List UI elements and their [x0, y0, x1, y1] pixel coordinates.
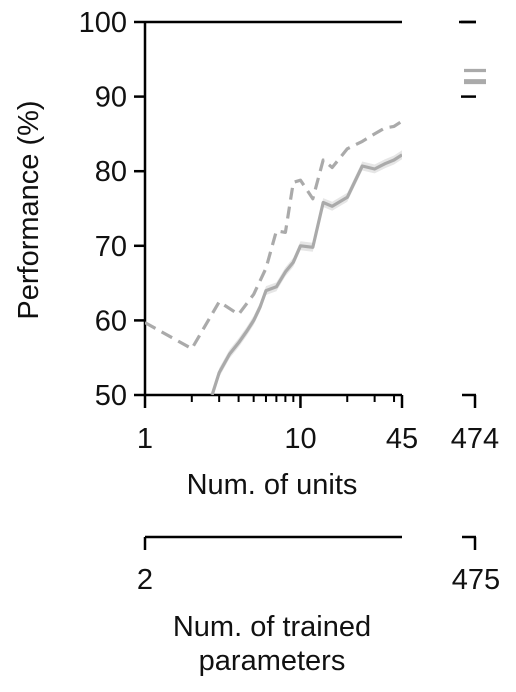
solid-series-line — [210, 153, 402, 395]
x-ticks: 1 10 45 — [137, 395, 418, 455]
y-tick-label: 100 — [79, 7, 127, 39]
x-tick-label: 10 — [284, 423, 316, 455]
x-tick-label: 1 — [137, 423, 153, 455]
y-tick-label: 60 — [95, 305, 127, 337]
param-tick-475: 475 — [452, 564, 500, 596]
param-tick-2: 2 — [137, 564, 153, 596]
y-tick-label: 90 — [95, 82, 127, 114]
param-axis-label-line2: parameters — [199, 645, 346, 677]
x-axis-label: Num. of units — [187, 469, 358, 501]
x-tick-label: 45 — [386, 423, 418, 455]
y-tick-label: 80 — [95, 156, 127, 188]
y-ticks: 50 60 70 80 90 100 — [79, 7, 476, 412]
y-axis-label: Performance (%) — [13, 100, 45, 319]
y-tick-label: 50 — [95, 380, 127, 412]
plot-area — [145, 68, 486, 395]
y-tick-label: 70 — [95, 231, 127, 263]
x-tick-474: 474 — [451, 423, 499, 455]
solid-series-band — [212, 150, 402, 395]
dashed-series-line — [145, 119, 402, 351]
param-axis-label: Num. of trained parameters — [173, 611, 371, 677]
param-axis-label-line1: Num. of trained — [173, 611, 371, 643]
